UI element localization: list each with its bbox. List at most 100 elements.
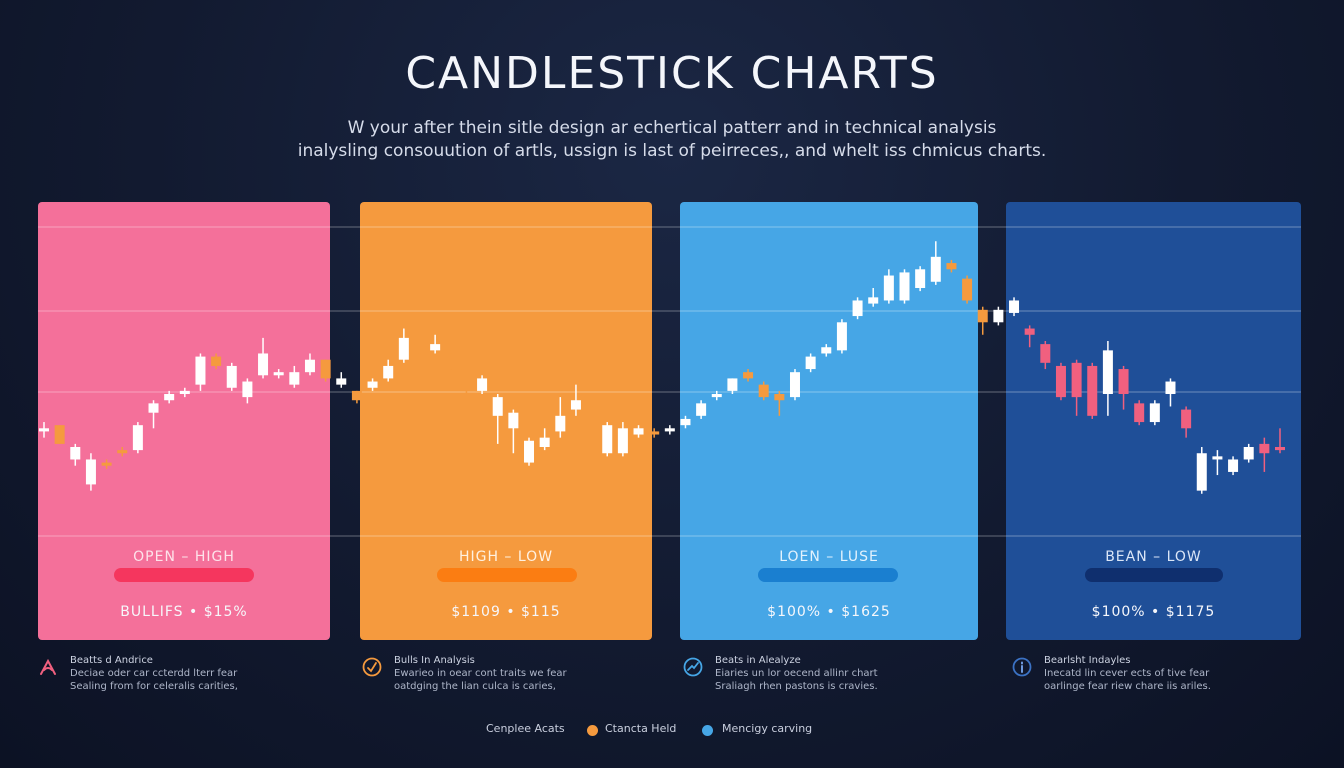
candle-body	[1243, 447, 1254, 460]
panel-value-high-low: $1109 • $115	[451, 604, 561, 620]
candle-body	[664, 428, 675, 432]
candle-body	[336, 378, 347, 385]
legend-text: Ewarieo in oear cont traits we fear	[394, 668, 567, 679]
candle	[336, 372, 347, 388]
legend-text: Sealing from for celeralis carities,	[70, 681, 238, 692]
candle	[696, 400, 707, 419]
panel-pill-loen-luse	[758, 568, 898, 582]
candle	[508, 409, 519, 454]
candle	[774, 390, 785, 416]
candle	[727, 378, 738, 394]
candle-body	[1259, 443, 1270, 454]
candle	[179, 387, 190, 398]
key-dot-blue	[702, 725, 713, 736]
candle-body	[743, 372, 754, 379]
candle-body	[836, 322, 847, 351]
candle	[132, 422, 143, 454]
candle-body	[946, 263, 957, 270]
candle	[1228, 456, 1239, 476]
candle-body	[179, 390, 190, 394]
candle-body	[226, 365, 237, 388]
page-title: CANDLESTICK CHARTS	[405, 48, 939, 99]
candle-body	[1181, 409, 1192, 429]
candle	[789, 369, 800, 401]
candle-body	[351, 390, 362, 401]
info-icon	[1012, 657, 1032, 677]
legend-heading: Beatts d Andrice	[70, 655, 153, 666]
key-label-complete: Cenplee Acats	[486, 722, 565, 735]
candle	[195, 353, 206, 391]
candle	[1275, 428, 1285, 454]
candle	[383, 359, 394, 382]
candle	[946, 259, 957, 273]
candle-body	[1009, 300, 1020, 313]
candle-body	[289, 372, 300, 385]
candle-body	[852, 300, 863, 317]
candle	[883, 269, 894, 304]
candle-body	[1055, 365, 1066, 398]
candle	[1243, 443, 1254, 463]
panel-label-bearish: BEAN – LOW	[1105, 549, 1202, 565]
candle	[398, 328, 409, 363]
candle-body	[962, 278, 973, 301]
candle	[492, 394, 503, 444]
candle	[758, 381, 769, 401]
candle-body	[414, 344, 425, 354]
candle	[664, 425, 675, 435]
candle-body	[883, 275, 894, 301]
legend-text: oatdging the lian culca is caries,	[394, 681, 556, 692]
chart-icon	[683, 657, 703, 677]
legend-heading: Bulls In Analysis	[394, 655, 475, 666]
candle	[743, 369, 754, 382]
candle-body	[445, 353, 456, 370]
subtitle-line-1: W your after thein sitle design ar echer…	[347, 118, 997, 138]
candle-body	[1165, 381, 1176, 394]
panel-value-bearish: $100% • $1175	[1091, 604, 1216, 620]
candle-body	[1228, 459, 1239, 472]
candle-body	[868, 297, 879, 304]
candle-body	[602, 425, 613, 454]
candle-body	[789, 372, 800, 398]
legend-text: oarlinge fear riew chare iis ariles.	[1044, 681, 1211, 692]
candle	[351, 390, 362, 404]
candle	[962, 275, 973, 304]
candle-body	[383, 365, 394, 379]
candle	[1181, 406, 1192, 438]
candle-body	[101, 462, 112, 466]
candle	[164, 390, 175, 404]
candle-body	[148, 403, 159, 413]
candle	[649, 428, 660, 438]
legend-heading: Bearlsht Indayles	[1044, 655, 1131, 666]
candle-body	[320, 359, 331, 379]
candle-body	[649, 431, 660, 435]
candle-body	[539, 437, 550, 447]
candle-body	[1196, 453, 1207, 491]
candle-body	[132, 425, 143, 451]
candle-body	[367, 381, 378, 388]
candle	[1212, 450, 1223, 476]
candle-body	[164, 394, 175, 401]
candle-body	[54, 425, 65, 444]
candle	[930, 241, 941, 285]
candle-body	[727, 378, 738, 391]
candle-body	[711, 394, 722, 398]
candle	[414, 341, 425, 357]
panel-pill-bullish	[114, 568, 254, 582]
candle	[304, 353, 315, 376]
candle	[1165, 378, 1176, 407]
candle-body	[1024, 328, 1035, 335]
candle-body	[1149, 403, 1160, 423]
candle	[1259, 437, 1270, 472]
legend-text: Sraliagh rhen pastons is cravies.	[715, 681, 878, 692]
candle	[85, 453, 96, 491]
panel-pill-bearish	[1085, 568, 1223, 582]
candle-body	[1040, 344, 1051, 363]
candle	[445, 350, 456, 373]
candle	[617, 422, 628, 457]
candle-body	[273, 372, 284, 376]
candle-body	[680, 418, 691, 426]
candle	[602, 422, 613, 457]
candle	[430, 334, 441, 354]
candle	[461, 369, 472, 404]
